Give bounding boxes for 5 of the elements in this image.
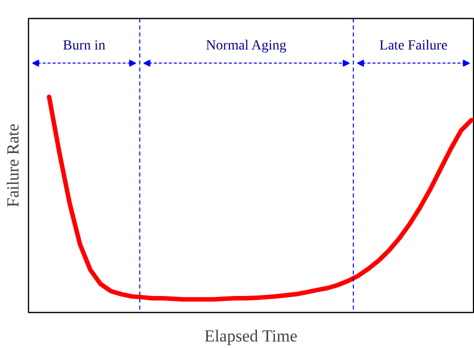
text: Normal Aging	[206, 38, 286, 54]
y-axis-title: Failure Rate	[4, 124, 22, 208]
x-axis-title: Elapsed Time	[204, 326, 298, 346]
text: Burn in	[62, 38, 106, 54]
text: Late Failure	[379, 38, 448, 54]
